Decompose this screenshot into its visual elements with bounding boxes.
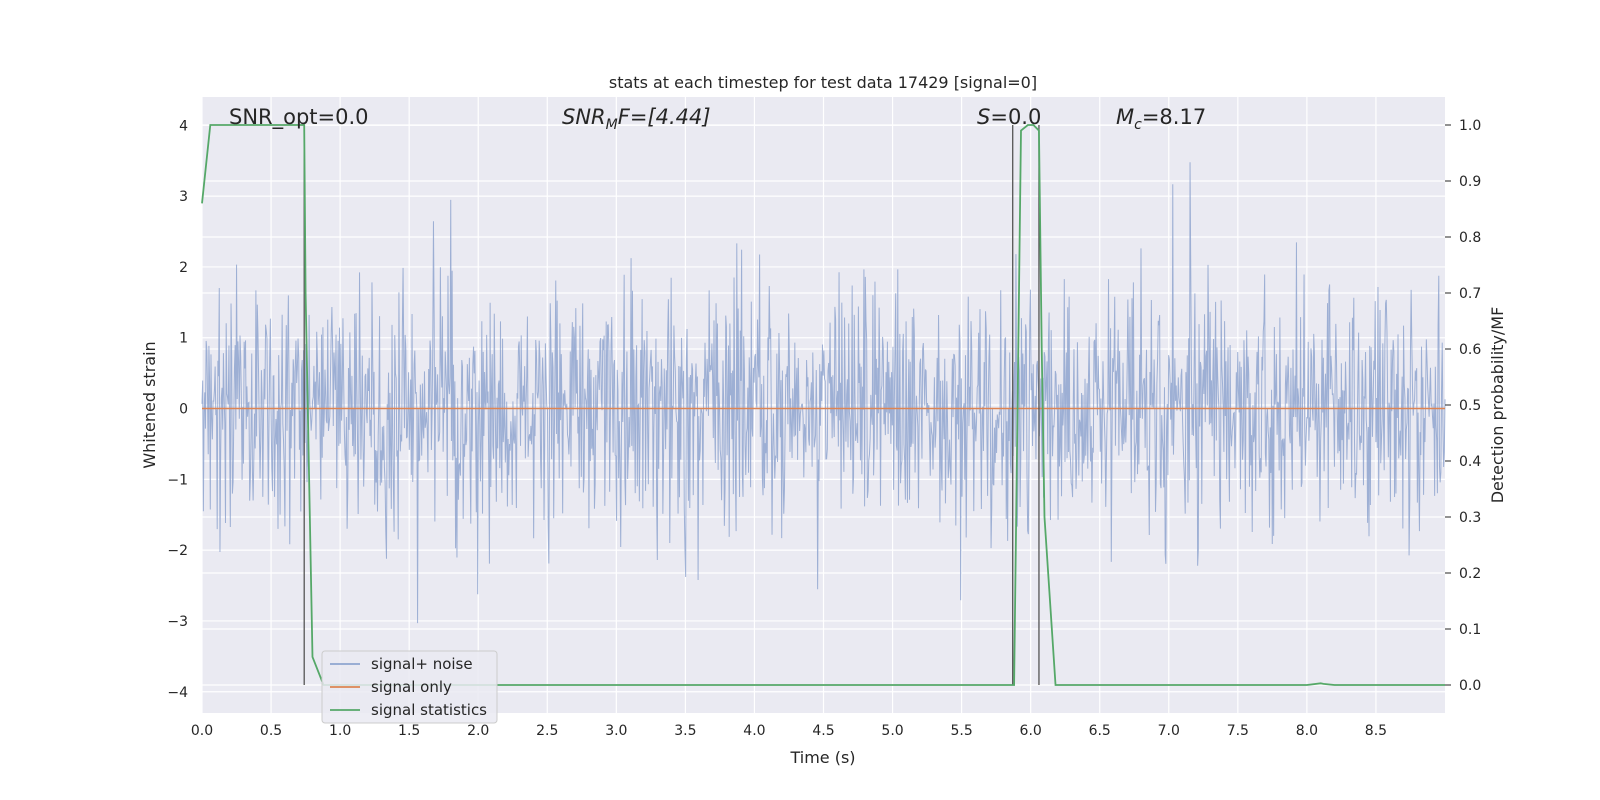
x-tick-label: 0.0: [191, 723, 213, 739]
y-tick-label: −3: [167, 614, 188, 630]
y2-tick-label: 0.8: [1459, 230, 1481, 246]
legend-box: [321, 650, 498, 724]
x-tick-label: 3.5: [674, 723, 696, 739]
x-tick-label: 0.5: [260, 723, 282, 739]
y2-axis-label: Detection probability/MF: [1488, 307, 1507, 504]
y-tick-label: 2: [179, 260, 188, 276]
chart-title: stats at each timestep for test data 174…: [609, 73, 1037, 92]
x-tick-label: 8.0: [1296, 723, 1318, 739]
x-tick-label: 2.5: [536, 723, 558, 739]
x-axis-label: Time (s): [789, 748, 855, 767]
grid: [201, 97, 1445, 713]
x-tick-label: 1.0: [329, 723, 351, 739]
legend-label-signal-only: signal only: [371, 678, 452, 696]
y2-tick-label: 0.4: [1459, 454, 1481, 470]
x-tick-label: 3.0: [605, 723, 627, 739]
y2-tick-label: 0.3: [1459, 510, 1481, 526]
y-tick-label: 3: [179, 189, 188, 205]
series-signal-statistics: [201, 124, 1445, 686]
y-tick-label: −2: [167, 543, 188, 559]
noise-trace: [201, 162, 1446, 624]
x-tick-label: 8.5: [1365, 723, 1387, 739]
y-tick-label: 4: [179, 118, 188, 134]
y2-tick-label: 0.6: [1459, 342, 1481, 358]
x-tick-label: 2.0: [467, 723, 489, 739]
x-tick-label: 5.5: [950, 723, 972, 739]
y2-tick-label: 0.2: [1459, 566, 1481, 582]
x-tick-label: 6.0: [1020, 723, 1042, 739]
y2-tick-label: 0.5: [1459, 398, 1481, 414]
annotation-mc: Mc=8.17: [1116, 105, 1206, 133]
x-tick-label: 6.5: [1089, 723, 1111, 739]
annotation-snr-mf: SNRMF=[4.44]: [562, 105, 711, 133]
series-signal-noise: [201, 162, 1446, 624]
y2-tick-label: 0.7: [1459, 286, 1481, 302]
legend-label-signal-statistics: signal statistics: [371, 701, 487, 719]
x-ticks: 0.0 0.5 1.0 1.5 2.0 2.5 3.0 3.5 4.0 4.5 5.0 5.5 6.0 6…: [191, 723, 1387, 739]
y2-tick-label: 1.0: [1459, 118, 1481, 134]
y-tick-label: −4: [167, 685, 188, 701]
y-axis-label: Whitened strain: [140, 341, 159, 468]
x-tick-label: 4.0: [743, 723, 765, 739]
legend: signal+ noise signal only signal statist…: [321, 650, 498, 724]
y-tick-label: 0: [179, 402, 188, 418]
y2-ticks: 1.0 0.9 0.8 0.7 0.6 0.5 0.4 0.3 0.2 0.1 0.0: [1445, 118, 1481, 694]
y2-tick-label: 0.0: [1459, 678, 1481, 694]
x-tick-label: 4.5: [812, 723, 834, 739]
y-tick-label: 1: [179, 331, 188, 347]
annotation-snr-opt: SNR_opt=0.0: [229, 105, 369, 130]
x-tick-label: 7.0: [1158, 723, 1180, 739]
x-tick-label: 5.0: [881, 723, 903, 739]
y-tick-label: −1: [167, 472, 188, 488]
y-ticks: 4 3 2 1 0 −1 −2 −3 −4: [167, 118, 188, 700]
x-tick-label: 1.5: [398, 723, 420, 739]
annotation-s: S=0.0: [977, 105, 1041, 129]
y2-tick-label: 0.1: [1459, 622, 1481, 638]
y2-tick-label: 0.9: [1459, 174, 1481, 190]
x-tick-label: 7.5: [1227, 723, 1249, 739]
legend-label-signal-noise: signal+ noise: [371, 655, 473, 673]
